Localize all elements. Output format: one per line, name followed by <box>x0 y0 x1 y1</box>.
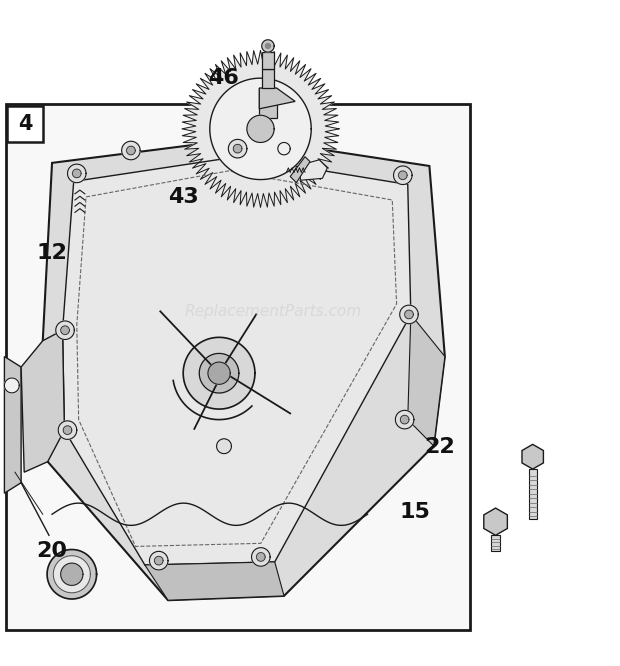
Polygon shape <box>53 555 91 593</box>
Polygon shape <box>290 157 310 182</box>
Polygon shape <box>61 563 83 585</box>
Bar <box>7 106 43 142</box>
Polygon shape <box>73 169 81 178</box>
Polygon shape <box>199 354 239 393</box>
Polygon shape <box>4 378 19 393</box>
Text: 20: 20 <box>37 541 68 561</box>
Polygon shape <box>252 547 270 566</box>
Polygon shape <box>56 321 74 340</box>
Polygon shape <box>247 115 274 143</box>
Polygon shape <box>21 330 64 472</box>
Polygon shape <box>61 326 69 334</box>
Polygon shape <box>208 362 230 384</box>
Polygon shape <box>396 410 414 429</box>
Polygon shape <box>257 553 265 561</box>
Polygon shape <box>122 141 140 160</box>
Polygon shape <box>4 356 21 494</box>
Text: 46: 46 <box>208 67 239 87</box>
Polygon shape <box>154 556 163 565</box>
Polygon shape <box>405 310 414 319</box>
Polygon shape <box>394 166 412 184</box>
Polygon shape <box>401 416 409 424</box>
Polygon shape <box>182 51 339 207</box>
Polygon shape <box>216 439 231 454</box>
Bar <box>529 469 537 519</box>
Polygon shape <box>299 160 327 180</box>
Polygon shape <box>400 305 419 324</box>
Polygon shape <box>228 139 247 158</box>
Polygon shape <box>210 78 311 180</box>
Text: 4: 4 <box>18 114 33 134</box>
Text: 12: 12 <box>37 242 68 262</box>
Bar <box>491 535 500 551</box>
Text: 15: 15 <box>400 502 431 522</box>
Bar <box>259 88 277 118</box>
Bar <box>6 104 469 630</box>
Polygon shape <box>63 426 72 434</box>
Polygon shape <box>58 421 77 440</box>
Polygon shape <box>63 157 411 565</box>
Polygon shape <box>399 171 407 180</box>
Polygon shape <box>408 314 445 446</box>
Text: ReplacementParts.com: ReplacementParts.com <box>184 304 361 319</box>
Bar <box>262 69 274 88</box>
Polygon shape <box>522 444 543 469</box>
Polygon shape <box>259 88 295 109</box>
Polygon shape <box>47 549 97 599</box>
Polygon shape <box>68 164 86 182</box>
Polygon shape <box>262 40 274 52</box>
Polygon shape <box>43 138 445 600</box>
Polygon shape <box>149 551 168 570</box>
Polygon shape <box>233 145 242 153</box>
Polygon shape <box>183 338 255 409</box>
Polygon shape <box>484 508 507 535</box>
Bar <box>262 52 273 69</box>
Polygon shape <box>265 43 270 49</box>
Polygon shape <box>145 562 284 600</box>
Text: 43: 43 <box>168 187 198 207</box>
Polygon shape <box>279 169 321 198</box>
Text: 22: 22 <box>425 438 455 458</box>
Polygon shape <box>126 146 135 155</box>
Polygon shape <box>278 143 290 155</box>
